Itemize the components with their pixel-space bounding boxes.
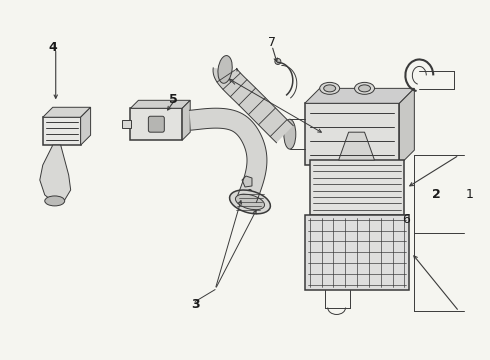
FancyBboxPatch shape [305, 215, 409, 289]
Polygon shape [339, 132, 374, 160]
Polygon shape [190, 108, 267, 202]
Polygon shape [182, 100, 190, 140]
Ellipse shape [275, 58, 281, 64]
Text: 1: 1 [465, 188, 473, 202]
Ellipse shape [45, 196, 65, 206]
Text: 6: 6 [402, 213, 410, 226]
Polygon shape [130, 100, 190, 108]
Ellipse shape [324, 85, 336, 92]
Text: 2: 2 [432, 188, 441, 202]
Ellipse shape [242, 189, 252, 208]
Ellipse shape [230, 190, 270, 214]
Polygon shape [43, 107, 91, 117]
Text: 3: 3 [191, 298, 199, 311]
FancyBboxPatch shape [148, 116, 164, 132]
Polygon shape [81, 107, 91, 145]
Ellipse shape [235, 194, 265, 210]
Polygon shape [213, 68, 293, 143]
FancyBboxPatch shape [305, 103, 399, 165]
Polygon shape [40, 145, 71, 203]
Text: 5: 5 [169, 93, 178, 106]
Ellipse shape [359, 85, 370, 92]
Ellipse shape [218, 55, 232, 83]
FancyBboxPatch shape [310, 160, 404, 215]
Ellipse shape [319, 82, 340, 94]
Polygon shape [305, 88, 415, 103]
Ellipse shape [355, 82, 374, 94]
Text: 4: 4 [49, 41, 57, 54]
FancyBboxPatch shape [130, 108, 182, 140]
Polygon shape [399, 88, 415, 165]
FancyBboxPatch shape [43, 117, 81, 145]
Bar [122, 120, 131, 128]
Polygon shape [242, 176, 252, 187]
Text: 7: 7 [268, 36, 276, 49]
Ellipse shape [284, 119, 296, 149]
